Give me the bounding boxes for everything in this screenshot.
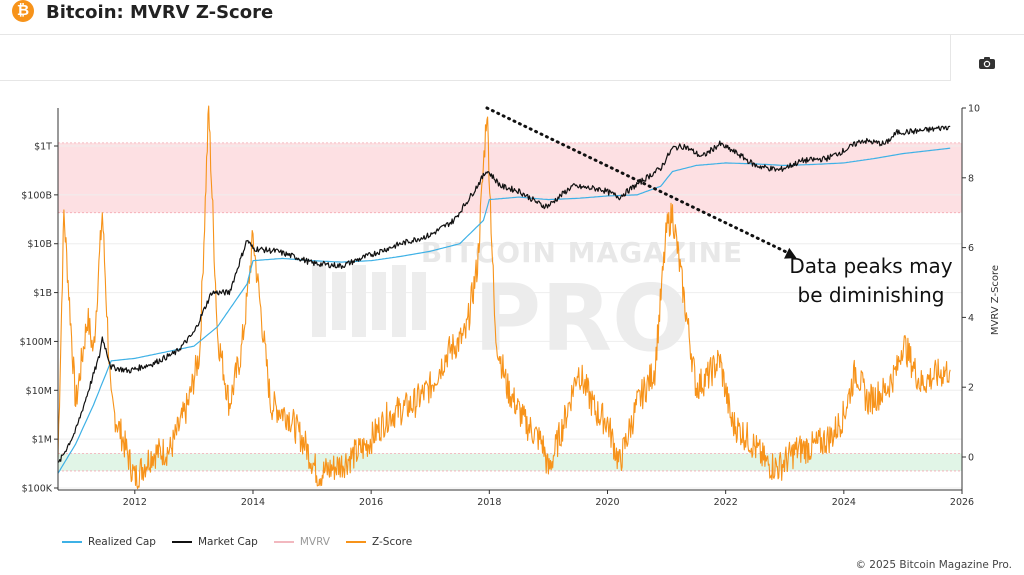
toolbar-divider [0, 80, 950, 81]
x-tick-label: 2012 [123, 497, 147, 508]
legend-label: Realized Cap [88, 536, 156, 548]
y-left-tick-label: $10B [27, 239, 52, 250]
x-tick-label: 2024 [832, 497, 856, 508]
watermark-line1: BITCOIN MAGAZINE [421, 236, 743, 269]
band-green-zone [58, 453, 962, 471]
legend-item-mvrv[interactable]: MVRV [273, 535, 330, 549]
legend-swatch [273, 541, 294, 543]
annotation-text: Data peaks may be diminishing [776, 252, 966, 310]
x-tick-label: 2014 [241, 497, 265, 508]
trend-line [485, 106, 793, 256]
copyright: © 2025 Bitcoin Magazine Pro. [855, 559, 1012, 571]
annotation-line1: Data peaks may [789, 254, 953, 278]
y-left-tick-label: $1B [33, 288, 52, 299]
x-tick-label: 2026 [950, 497, 974, 508]
toolbar-separator [950, 35, 951, 81]
legend-swatch [346, 541, 366, 543]
band-red-zone [58, 142, 962, 213]
legend-label: Market Cap [197, 536, 258, 548]
watermark: BITCOIN MAGAZINE PRO [312, 236, 743, 372]
y-right-tick-label: 2 [968, 383, 974, 394]
bitcoin-logo-icon: ₿ [12, 0, 34, 22]
annotation-line2: be diminishing [797, 283, 945, 307]
y-left-tick-label: $10M [26, 386, 52, 397]
x-tick-label: 2018 [477, 497, 501, 508]
trend-arrowhead-icon [784, 247, 797, 259]
y-right-axis-label: MVRV Z-Score [990, 265, 1001, 335]
y-right-tick-label: 0 [968, 453, 974, 464]
y-right-tick-label: 6 [968, 243, 974, 254]
x-tick-label: 2020 [595, 497, 619, 508]
y-left-tick-label: $100B [21, 190, 52, 201]
legend-label: MVRV [299, 536, 330, 548]
y-right-tick-label: 8 [968, 173, 974, 184]
y-left-tick-label: $100K [22, 484, 53, 495]
series-realized-cap [57, 147, 951, 474]
camera-icon[interactable] [978, 56, 996, 70]
chart-header: ₿ Bitcoin: MVRV Z-Score [0, 0, 1024, 34]
y-left-tick-label: $1T [34, 142, 52, 153]
series-z-score [57, 105, 951, 490]
series-market-cap [57, 125, 951, 463]
y-right-tick-label: 4 [968, 313, 974, 324]
header-divider [0, 34, 1024, 35]
legend-item-market-cap[interactable]: Market Cap [171, 535, 258, 549]
legend-swatch [62, 541, 82, 543]
y-left-tick-label: $100M [20, 337, 52, 348]
legend-item-realized-cap[interactable]: Realized Cap [62, 535, 156, 549]
watermark-logo-icon [312, 265, 426, 337]
legend-item-z-score[interactable]: Z-Score [346, 535, 412, 549]
y-left-tick-label: $1M [32, 435, 52, 446]
chart-legend: Realized Cap Market Cap MVRV Z-Score [62, 535, 412, 549]
page-title: Bitcoin: MVRV Z-Score [46, 2, 274, 23]
x-tick-label: 2016 [359, 497, 383, 508]
x-tick-label: 2022 [714, 497, 738, 508]
legend-label: Z-Score [372, 536, 413, 548]
legend-swatch [171, 541, 192, 543]
y-right-tick-label: 10 [968, 104, 980, 115]
watermark-line2: PRO [474, 265, 690, 372]
